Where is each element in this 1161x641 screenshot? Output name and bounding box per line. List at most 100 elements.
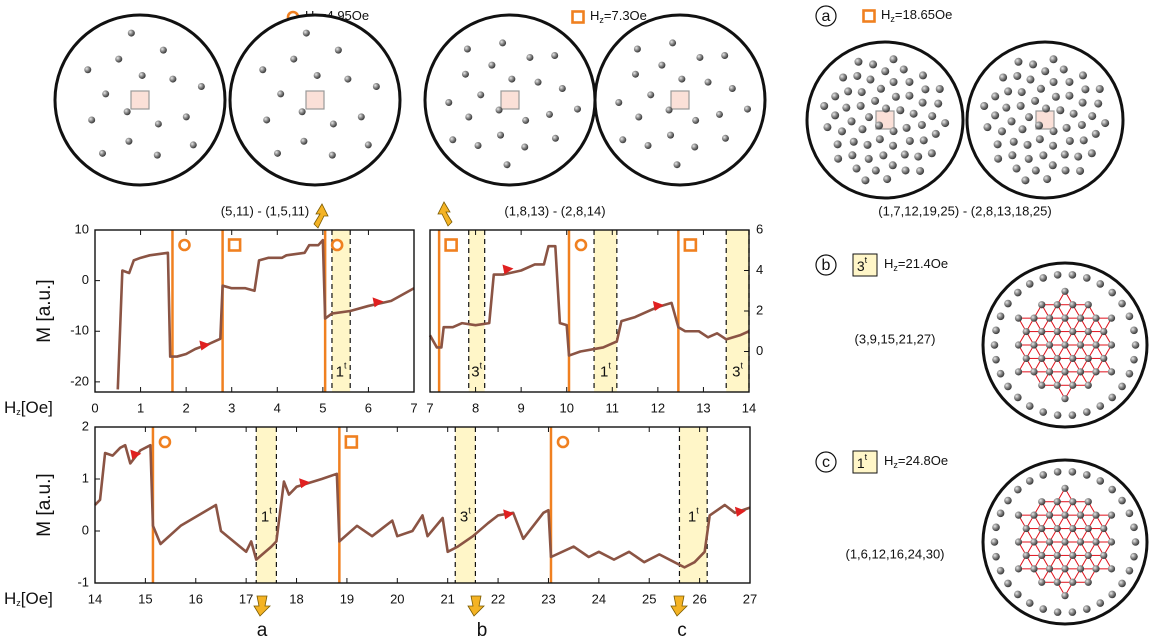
particle xyxy=(1061,565,1068,572)
particle xyxy=(871,97,879,105)
particle xyxy=(905,92,913,100)
particle xyxy=(1130,524,1138,532)
y-tick-label: -20 xyxy=(70,373,89,388)
x-tick-label: 19 xyxy=(340,591,354,606)
hysteresis-band xyxy=(256,427,276,583)
particle xyxy=(1054,608,1062,616)
x-tick-label: 14 xyxy=(742,400,756,415)
particle xyxy=(1052,93,1060,101)
particle xyxy=(1046,368,1053,375)
particle xyxy=(906,137,914,145)
particle xyxy=(465,114,472,121)
transition-marker xyxy=(229,240,240,251)
particle xyxy=(1026,402,1034,410)
particle xyxy=(299,108,306,115)
particle xyxy=(1092,368,1099,375)
particle xyxy=(1108,538,1115,545)
particle xyxy=(991,92,999,100)
particle xyxy=(329,152,336,159)
particle xyxy=(1023,525,1030,532)
particle xyxy=(1015,538,1022,545)
particle xyxy=(705,79,712,86)
particle xyxy=(551,52,558,59)
transition-marker xyxy=(864,11,875,22)
particle xyxy=(1038,525,1045,532)
particle xyxy=(198,83,205,90)
arrow-letter: b xyxy=(477,620,488,641)
particle xyxy=(916,167,924,175)
y-axis-label: M [a.u.] xyxy=(34,473,55,536)
particle xyxy=(1030,315,1037,322)
particle xyxy=(1079,71,1087,79)
particle xyxy=(1042,105,1050,113)
y-tick-label: 10 xyxy=(75,221,89,236)
particle xyxy=(1079,99,1087,107)
particle xyxy=(1026,599,1034,607)
particle xyxy=(1014,591,1022,599)
particle xyxy=(934,100,942,108)
pointer-arrow xyxy=(468,596,484,616)
particle xyxy=(552,135,559,142)
particle xyxy=(373,83,380,90)
particle xyxy=(1094,100,1102,108)
transition-marker xyxy=(446,240,457,251)
particle xyxy=(997,370,1005,378)
particle xyxy=(744,106,751,113)
particle xyxy=(1092,130,1100,138)
particle xyxy=(980,102,988,110)
particle xyxy=(831,111,839,119)
magnetization-line xyxy=(95,445,750,567)
particle xyxy=(1085,579,1092,586)
particle xyxy=(1092,315,1099,322)
field-label: Hz[Oe] xyxy=(4,589,53,608)
panel-letter: c xyxy=(822,454,830,471)
particle xyxy=(1015,368,1022,375)
particle xyxy=(1083,274,1091,282)
particle xyxy=(1083,408,1091,416)
particle xyxy=(1023,328,1030,335)
particle xyxy=(1025,113,1033,121)
field-label: Hz[Oe] xyxy=(4,398,53,417)
particle xyxy=(1039,151,1047,159)
y-tick-label: 0 xyxy=(82,522,89,537)
particle xyxy=(1077,538,1084,545)
particle xyxy=(910,110,918,118)
particle xyxy=(124,108,131,115)
particle xyxy=(1041,67,1049,75)
particle xyxy=(1108,341,1115,348)
x-tick-label: 18 xyxy=(289,591,303,606)
particle xyxy=(464,45,471,52)
particle xyxy=(1037,85,1045,93)
particle xyxy=(1015,341,1022,348)
particle xyxy=(1015,315,1022,322)
particle xyxy=(497,132,504,139)
plot-frame xyxy=(95,230,414,392)
band-label-main: 3 xyxy=(460,508,468,525)
sweep-arrow xyxy=(199,340,210,350)
transition-marker xyxy=(332,240,342,250)
particle xyxy=(1085,328,1092,335)
particle xyxy=(488,62,495,69)
particle xyxy=(1081,85,1089,93)
particle xyxy=(820,102,828,110)
particle xyxy=(866,76,874,84)
x-tick-label: 3 xyxy=(228,400,235,415)
particle xyxy=(865,113,873,121)
particle xyxy=(1065,92,1073,100)
particle xyxy=(861,176,869,184)
particle xyxy=(1061,538,1068,545)
particle xyxy=(1108,368,1115,375)
particle xyxy=(1032,167,1040,175)
field-text: [Oe] xyxy=(21,589,53,608)
x-tick-label: 13 xyxy=(696,400,710,415)
particle xyxy=(854,58,862,66)
particle xyxy=(1077,341,1084,348)
particle xyxy=(1025,155,1033,163)
particle xyxy=(1038,301,1045,308)
particle xyxy=(1015,565,1022,572)
arrow-letter: c xyxy=(677,620,687,641)
field-symbol: H xyxy=(4,398,16,417)
particle xyxy=(1054,525,1061,532)
particle xyxy=(890,127,898,135)
particle xyxy=(1004,383,1012,391)
